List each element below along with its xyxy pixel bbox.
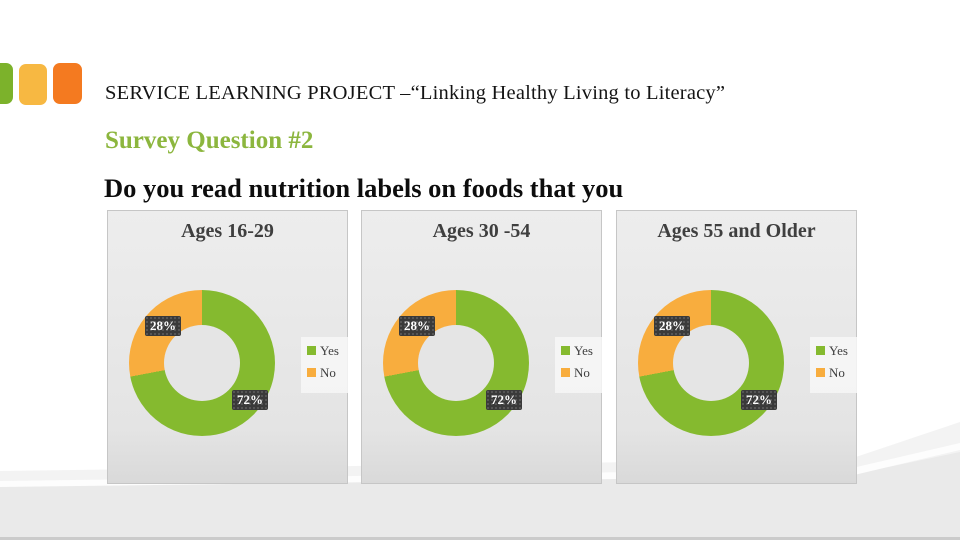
legend-item-yes: Yes: [307, 344, 348, 357]
legend-label-no: No: [320, 365, 336, 380]
data-label-no: 28%: [145, 316, 181, 336]
legend-swatch-yes-icon: [816, 346, 825, 355]
donut-hole: [673, 325, 749, 401]
data-label-yes: 72%: [486, 390, 522, 410]
legend-label-no: No: [574, 365, 590, 380]
chart-legend: Yes No: [555, 337, 602, 393]
donut-hole: [164, 325, 240, 401]
legend-label-yes: Yes: [574, 343, 593, 358]
legend-item-no: No: [816, 366, 857, 379]
legend-swatch-no-icon: [816, 368, 825, 377]
slide-subtitle: Survey Question #2: [105, 127, 314, 154]
data-label-no: 28%: [654, 316, 690, 336]
legend-swatch-yes-icon: [307, 346, 316, 355]
chart-title: Ages 30 -54: [432, 220, 531, 242]
donut-chart: [129, 290, 275, 436]
legend-swatch-no-icon: [561, 368, 570, 377]
legend-item-no: No: [561, 366, 602, 379]
data-label-yes: 72%: [232, 390, 268, 410]
chart-panel-ages-55-older: Ages 55 and Older 28% 72% Yes No: [616, 210, 857, 484]
chart-legend: Yes No: [301, 337, 348, 393]
legend-label-yes: Yes: [320, 343, 339, 358]
chart-panel-ages-16-29: Ages 16-29 28% 72% Yes No: [107, 210, 348, 484]
donut-hole: [418, 325, 494, 401]
data-label-yes: 72%: [741, 390, 777, 410]
logo-square-orange-icon: [53, 63, 82, 104]
logo-square-yellow-icon: [19, 64, 47, 105]
legend-item-yes: Yes: [816, 344, 857, 357]
chart-legend: Yes No: [810, 337, 857, 393]
legend-swatch-yes-icon: [561, 346, 570, 355]
chart-panel-ages-30-54: Ages 30 -54 28% 72% Yes No: [361, 210, 602, 484]
legend-label-no: No: [829, 365, 845, 380]
chart-title: Ages 55 and Older: [657, 220, 816, 242]
survey-question-text: Do you read nutrition labels on foods th…: [104, 173, 624, 203]
chart-title: Ages 16-29: [181, 220, 274, 242]
slide-title: SERVICE LEARNING PROJECT –“Linking Healt…: [105, 82, 726, 104]
legend-item-no: No: [307, 366, 348, 379]
donut-chart: [638, 290, 784, 436]
legend-label-yes: Yes: [829, 343, 848, 358]
donut-chart: [383, 290, 529, 436]
legend-item-yes: Yes: [561, 344, 602, 357]
bottom-edge-line: [0, 537, 960, 540]
logo-square-green-icon: [0, 63, 13, 104]
data-label-no: 28%: [399, 316, 435, 336]
legend-swatch-no-icon: [307, 368, 316, 377]
swoosh-main-band: [0, 452, 960, 540]
